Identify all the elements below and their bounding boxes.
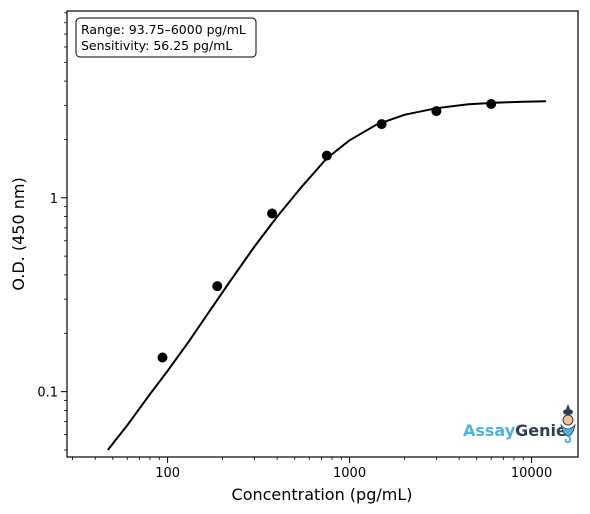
logo-text-genie: Genie	[515, 421, 567, 440]
x-tick-label: 1000	[333, 466, 366, 481]
data-point	[157, 352, 168, 363]
major-ticks	[61, 197, 533, 463]
fit-curve-line	[106, 100, 546, 451]
y-axis-title: O.D. (450 nm)	[9, 177, 28, 290]
annotation-line-range: Range: 93.75–6000 pg/mL	[81, 22, 246, 37]
data-point	[267, 208, 278, 219]
y-tick-label: 0.1	[37, 386, 58, 401]
brand-logo: AssayGenie	[463, 404, 576, 444]
fit-curve-layer	[106, 100, 546, 451]
data-point	[486, 98, 497, 109]
annotation-line-sensitivity: Sensitivity: 56.25 pg/mL	[81, 38, 232, 53]
y-tick-labels: 0.11	[37, 192, 58, 401]
data-point	[321, 150, 332, 161]
genie-icon	[560, 404, 576, 444]
data-point	[376, 119, 387, 130]
data-point	[212, 281, 223, 292]
x-axis-title: Concentration (pg/mL)	[232, 485, 413, 504]
logo-text-assay: Assay	[463, 421, 516, 440]
y-tick-label: 1	[50, 192, 58, 207]
x-tick-labels: 100 1000 10000	[155, 466, 552, 481]
minor-ticks	[64, 12, 524, 460]
x-tick-label: 100	[155, 466, 180, 481]
x-tick-label: 10000	[511, 466, 552, 481]
data-points-layer	[157, 98, 497, 363]
plot-area	[66, 10, 579, 458]
svg-text:AssayGenie: AssayGenie	[463, 421, 567, 440]
annotation-box: Range: 93.75–6000 pg/mL Sensitivity: 56.…	[75, 17, 257, 58]
data-point	[431, 106, 442, 117]
